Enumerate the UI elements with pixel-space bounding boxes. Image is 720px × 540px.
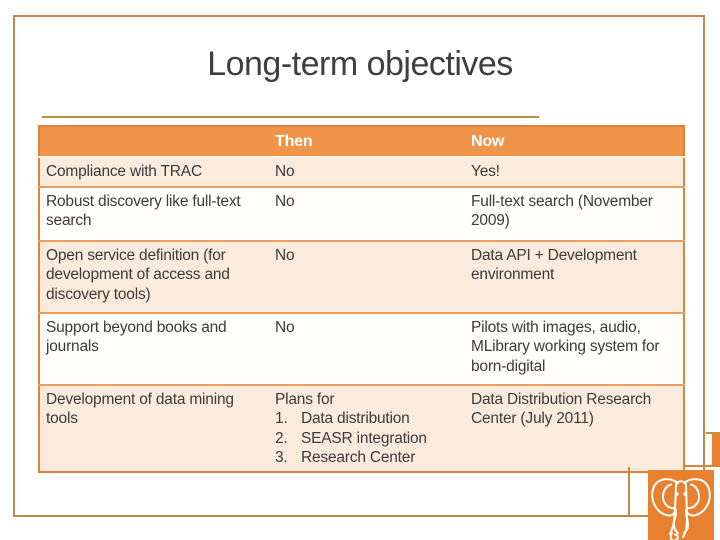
list-item-text: Data distribution	[301, 410, 410, 428]
title-underline-divider	[42, 116, 539, 118]
numbered-list-item: 3. Research Center	[275, 448, 459, 467]
column-header-objective	[39, 126, 269, 158]
list-item-text: Research Center	[301, 449, 416, 467]
then-cell: No	[269, 186, 465, 241]
corner-orange-bar	[712, 434, 720, 465]
table-row: Robust discovery like full-text search No…	[39, 186, 684, 241]
table-header-row: Then Now	[39, 126, 684, 158]
elephant-icon	[651, 478, 711, 540]
corner-horizontal-line	[706, 432, 720, 434]
then-intro: Plans for	[275, 391, 335, 408]
column-header-then: Then	[269, 126, 465, 158]
list-number: 3.	[275, 449, 288, 467]
list-item-text: SEASR integration	[301, 429, 427, 447]
objective-cell: Development of data mining tools	[39, 384, 269, 472]
now-cell: Yes!	[465, 157, 684, 187]
table-row: Compliance with TRAC No Yes!	[39, 157, 684, 187]
objective-cell: Robust discovery like full-text search	[39, 186, 269, 241]
now-cell: Full-text search (November 2009)	[465, 186, 684, 241]
slide-title: Long-term objectives	[207, 45, 513, 83]
table-row: Development of data mining tools Plans fo…	[39, 384, 684, 472]
objective-cell: Open service definition (for development…	[39, 240, 269, 313]
corner-line-extension	[683, 465, 720, 467]
list-number: 1.	[275, 410, 288, 428]
then-cell: No	[269, 240, 465, 313]
then-cell: No	[269, 157, 465, 187]
numbered-list-item: 2. SEASR integration	[275, 429, 459, 448]
objectives-table: Then Now Compliance with TRAC No Yes! Robus…	[38, 125, 685, 473]
objective-cell: Support beyond books and journals	[39, 312, 269, 385]
table-row: Support beyond books and journals No Pilot…	[39, 312, 684, 385]
numbered-list-item: 1. Data distribution	[275, 409, 459, 428]
hathitrust-logo	[648, 470, 714, 540]
now-cell: Data Distribution Research Center (July …	[465, 384, 684, 472]
now-cell: Pilots with images, audio, MLibrary work…	[465, 312, 684, 385]
objective-cell: Compliance with TRAC	[39, 157, 269, 187]
then-cell: Plans for 1. Data distribution 2. SEASR inte…	[269, 384, 465, 472]
then-cell: No	[269, 312, 465, 385]
now-cell: Data API + Development environment	[465, 240, 684, 313]
table-row: Open service definition (for development…	[39, 240, 684, 313]
column-header-now: Now	[465, 126, 684, 158]
slide-inner-border	[13, 15, 705, 517]
corner-vertical-line	[628, 467, 630, 517]
list-number: 2.	[275, 429, 288, 447]
